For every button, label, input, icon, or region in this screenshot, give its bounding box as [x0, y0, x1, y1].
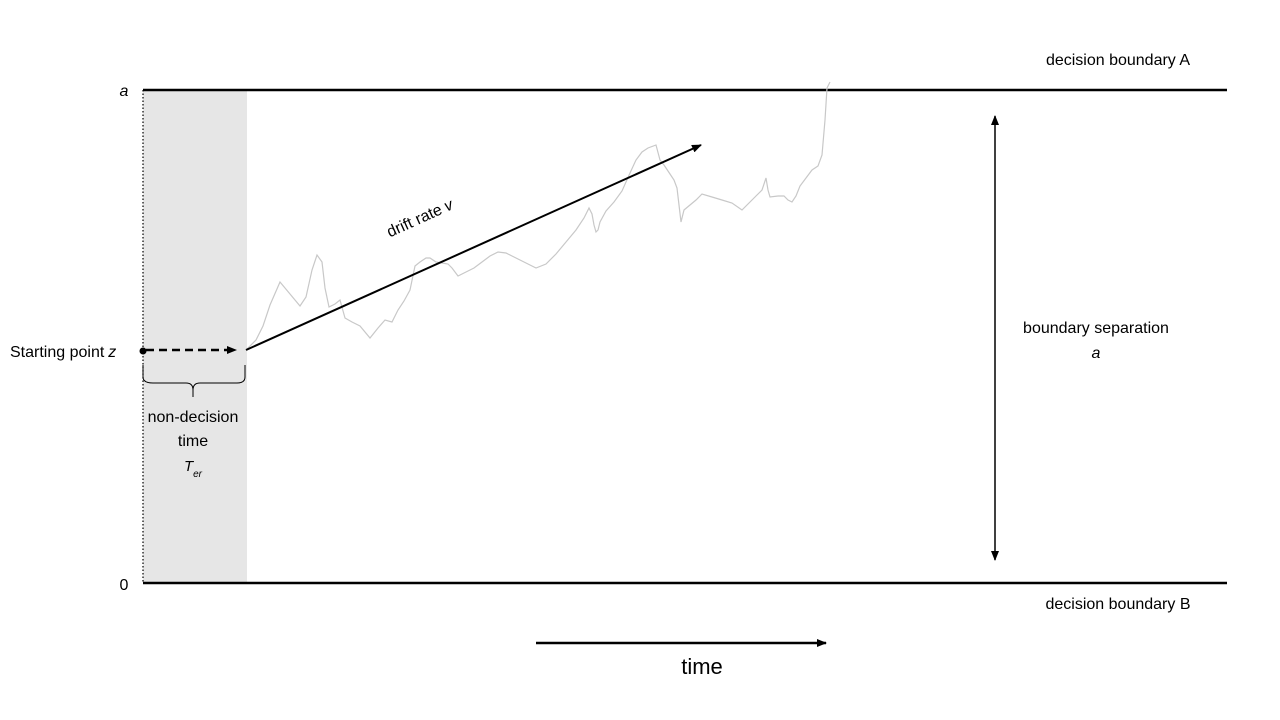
drift-rate-symbol: v	[442, 196, 457, 215]
non-decision-label-line1: non-decision	[148, 409, 239, 426]
starting-point-text: Starting point	[10, 344, 105, 361]
decision-boundary-b-label: decision boundary B	[1046, 596, 1191, 613]
boundary-separation-symbol: a	[1092, 345, 1101, 362]
time-label: time	[681, 654, 723, 679]
axis-bottom-label: 0	[120, 577, 129, 594]
starting-point-dot	[139, 347, 147, 355]
axis-top-label: a	[120, 83, 129, 100]
drift-rate-label: drift ratev	[384, 196, 456, 241]
starting-point-symbol: z	[107, 344, 116, 361]
drift-rate-text: drift rate	[384, 202, 445, 242]
non-decision-symbol-main: T	[184, 458, 195, 475]
decision-boundary-a-label: decision boundary A	[1046, 52, 1190, 69]
non-decision-brace	[142, 365, 246, 397]
non-decision-symbol-subscript: er	[193, 469, 203, 480]
drift-rate-arrow	[245, 144, 702, 351]
non-decision-label-line2: time	[178, 433, 208, 450]
boundary-separation-label: boundary separation	[1023, 320, 1169, 337]
diffusion-path	[245, 81, 831, 351]
non-decision-region	[143, 90, 247, 583]
starting-point-label: Starting point z	[10, 344, 116, 361]
non-decision-symbol: Ter	[184, 458, 203, 480]
